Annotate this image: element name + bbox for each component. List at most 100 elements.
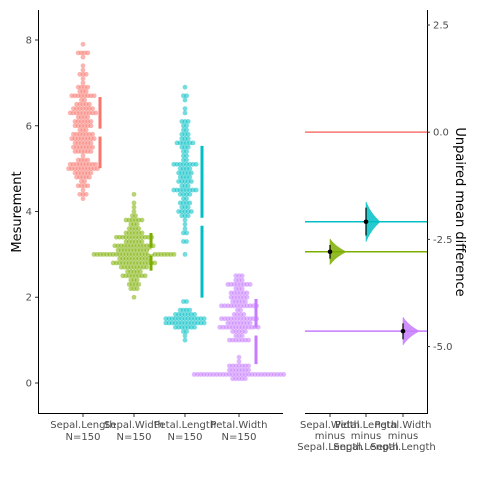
data-point xyxy=(83,191,89,197)
data-point xyxy=(138,269,143,274)
data-point xyxy=(239,286,245,292)
data-point xyxy=(244,290,250,296)
data-point xyxy=(85,157,91,163)
summary-sepal-width xyxy=(148,232,154,271)
category-label: Sepal.Width xyxy=(104,420,164,431)
data-point xyxy=(80,67,86,73)
data-point xyxy=(134,221,140,227)
data-point xyxy=(184,239,190,244)
data-point xyxy=(187,200,193,206)
left-y-tick-label: 2 xyxy=(26,293,32,304)
comparison-label: Sepal.Length xyxy=(297,442,362,453)
comparison-label: Petal.Width xyxy=(375,420,432,431)
comparison-label: Petal.Length xyxy=(335,420,397,431)
data-point xyxy=(136,281,142,287)
data-point xyxy=(82,179,87,184)
data-point xyxy=(139,217,145,223)
estimate-0 xyxy=(327,238,347,266)
data-point xyxy=(133,213,139,219)
swarm-sepal-length xyxy=(66,41,100,202)
data-point xyxy=(184,157,190,163)
data-point xyxy=(184,149,190,154)
data-point xyxy=(185,131,191,137)
comparison-label: Sepal.Length xyxy=(333,442,398,453)
data-point xyxy=(184,299,190,304)
difference-point xyxy=(327,249,333,255)
data-point xyxy=(80,54,86,60)
category-n-label: N=150 xyxy=(66,432,101,443)
data-point xyxy=(190,140,196,146)
bootstrap-distribution xyxy=(329,238,347,266)
data-point xyxy=(189,209,194,214)
bootstrap-distribution xyxy=(402,316,420,346)
data-point xyxy=(243,376,248,382)
estimate-1 xyxy=(363,201,381,242)
data-point xyxy=(189,179,194,184)
group-summaries xyxy=(97,97,259,365)
category-n-label: N=150 xyxy=(168,432,203,443)
data-point xyxy=(184,329,190,334)
data-point xyxy=(189,170,194,176)
right-y-tick-label: -5.0 xyxy=(433,342,453,353)
category-n-label: N=150 xyxy=(117,432,152,443)
comparison-label: minus xyxy=(315,431,345,442)
data-point xyxy=(85,114,91,120)
data-point xyxy=(192,324,198,330)
data-point xyxy=(93,161,99,167)
comparison-label: minus xyxy=(388,431,418,442)
data-point xyxy=(152,260,158,266)
data-point xyxy=(182,110,188,116)
data-point xyxy=(236,354,242,360)
data-point xyxy=(90,131,95,137)
data-point xyxy=(185,119,191,124)
data-point xyxy=(246,367,252,373)
data-point xyxy=(85,84,91,90)
right-y-axis-ticks: 2.5 0.0 -2.5 -5.0 xyxy=(427,21,453,353)
left-y-tick-label: 8 xyxy=(26,36,32,47)
estimate-2 xyxy=(400,316,420,346)
data-point xyxy=(82,97,87,103)
data-point xyxy=(187,174,193,180)
data-point xyxy=(80,76,86,81)
bootstrap-distribution xyxy=(365,201,381,242)
data-point xyxy=(184,196,190,202)
right-x-axis-labels: Sepal.WidthminusSepal.LengthPetal.Length… xyxy=(297,414,436,453)
data-point xyxy=(87,101,92,107)
data-point xyxy=(239,333,245,339)
swarm-points xyxy=(66,41,287,382)
mean-marker xyxy=(199,219,205,225)
data-point xyxy=(182,333,188,339)
right-y-tick-label: -2.5 xyxy=(433,235,453,246)
swarm-petal-length xyxy=(163,84,207,343)
data-point xyxy=(80,41,86,47)
data-point xyxy=(185,183,191,189)
category-label: Petal.Width xyxy=(211,420,268,431)
data-point xyxy=(247,320,253,326)
data-point xyxy=(193,187,199,193)
data-point xyxy=(201,316,207,322)
data-point xyxy=(139,239,145,244)
data-point xyxy=(281,372,287,377)
data-point xyxy=(246,337,252,343)
data-point xyxy=(83,71,89,77)
data-point xyxy=(238,307,244,313)
data-point xyxy=(91,93,97,99)
data-point xyxy=(139,230,145,236)
data-point xyxy=(85,183,91,189)
data-point xyxy=(239,277,245,283)
comparison-label: Sepal.Width xyxy=(300,420,360,431)
data-point xyxy=(131,191,137,197)
right-y-axis-title: Unpaired mean difference xyxy=(452,127,467,296)
category-n-label: N=150 xyxy=(222,432,257,443)
data-point xyxy=(88,170,94,176)
data-point xyxy=(83,89,89,94)
data-point xyxy=(91,136,97,142)
summary-petal-length xyxy=(199,145,205,298)
data-point xyxy=(192,311,198,317)
data-point xyxy=(136,226,142,232)
data-point xyxy=(201,320,207,326)
data-point xyxy=(236,359,242,364)
difference-estimates xyxy=(327,201,420,346)
